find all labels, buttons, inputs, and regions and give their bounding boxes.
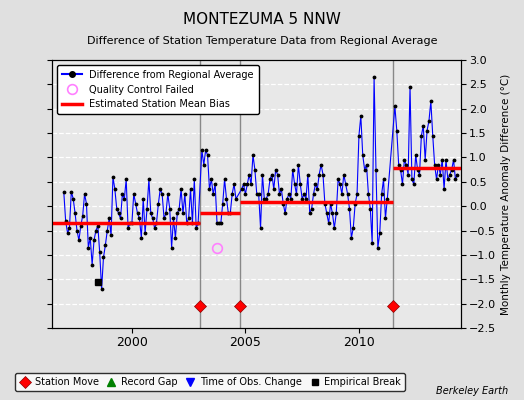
Text: Difference of Station Temperature Data from Regional Average: Difference of Station Temperature Data f…: [87, 36, 437, 46]
Legend: Station Move, Record Gap, Time of Obs. Change, Empirical Break: Station Move, Record Gap, Time of Obs. C…: [15, 373, 405, 391]
Legend: Difference from Regional Average, Quality Control Failed, Estimated Station Mean: Difference from Regional Average, Qualit…: [57, 65, 259, 114]
Text: MONTEZUMA 5 NNW: MONTEZUMA 5 NNW: [183, 12, 341, 27]
Text: Berkeley Earth: Berkeley Earth: [436, 386, 508, 396]
Y-axis label: Monthly Temperature Anomaly Difference (°C): Monthly Temperature Anomaly Difference (…: [501, 73, 511, 315]
